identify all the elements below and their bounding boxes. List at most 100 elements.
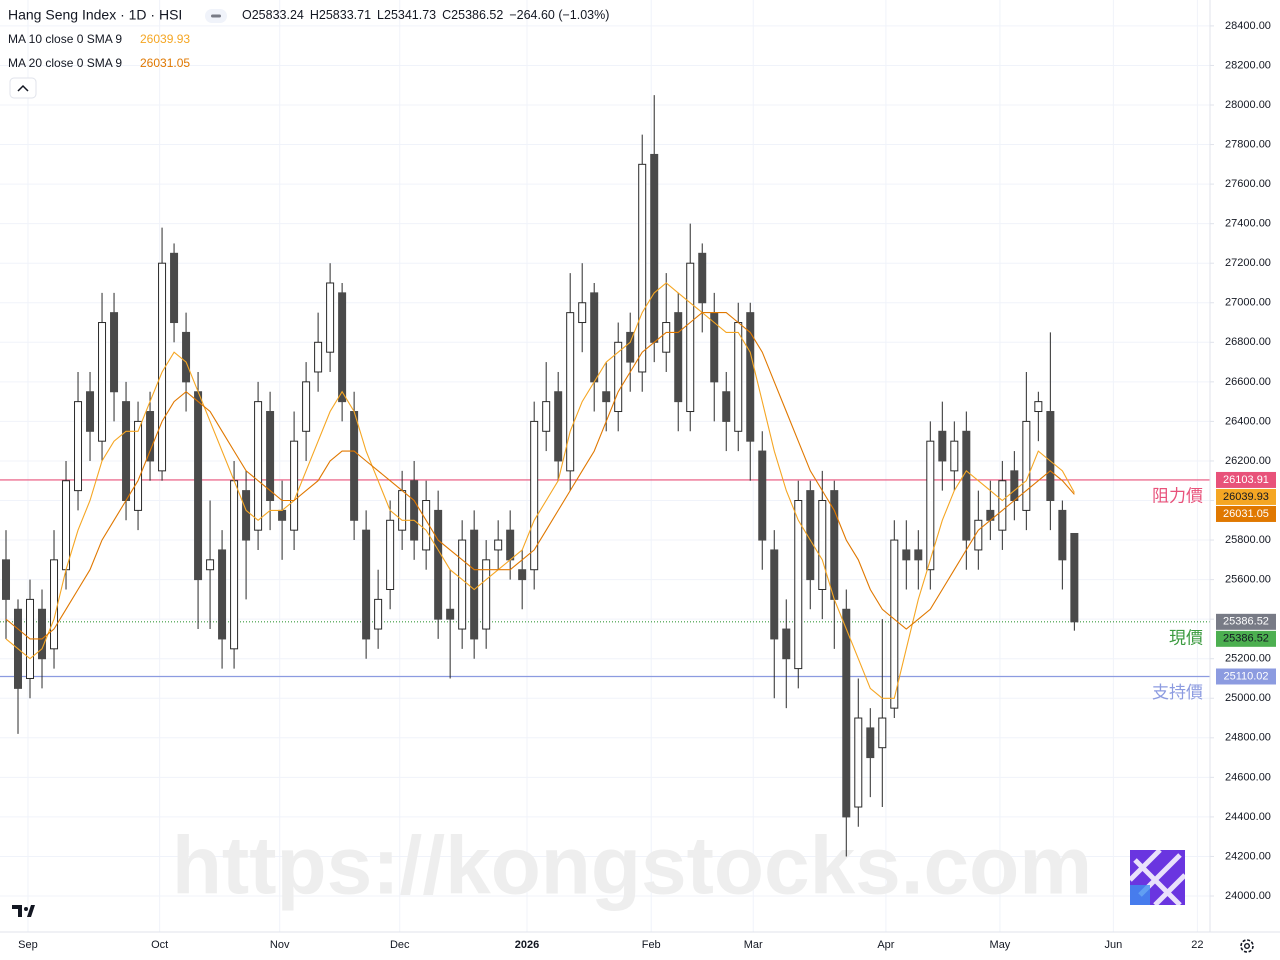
y-tick-label: 26400.00 xyxy=(1225,415,1271,427)
candle-body xyxy=(458,539,467,630)
y-tick-label: 28000.00 xyxy=(1225,99,1271,111)
price-box-label: 25386.52 xyxy=(1223,633,1269,645)
y-tick-label: 25600.00 xyxy=(1225,574,1271,586)
candle-body xyxy=(362,529,371,640)
y-tick-label: 26200.00 xyxy=(1225,455,1271,467)
legend-value: 26031.05 xyxy=(140,56,190,70)
tv-logo xyxy=(12,905,35,917)
candle-body xyxy=(302,381,311,432)
candle-body xyxy=(626,331,635,363)
x-tick-label: 2026 xyxy=(515,939,539,951)
candle-body xyxy=(554,391,563,462)
candle-body xyxy=(482,559,491,630)
candle-body xyxy=(266,411,275,502)
y-tick-label: 24000.00 xyxy=(1225,890,1271,902)
y-tick-label: 28200.00 xyxy=(1225,59,1271,71)
level-label: 支持價 xyxy=(1152,683,1203,702)
ohlc-value: 25833.71 xyxy=(319,8,371,22)
candle-body xyxy=(230,480,239,650)
candle-body xyxy=(962,430,971,541)
ohlc-value: 25341.73 xyxy=(384,8,436,22)
x-tick-label: 22 xyxy=(1191,939,1203,951)
candle-body xyxy=(902,549,911,561)
settings-button[interactable] xyxy=(1240,939,1254,953)
candle-body xyxy=(578,302,587,324)
candle-body xyxy=(818,500,827,590)
candle-body xyxy=(854,717,863,808)
candle-body xyxy=(1022,420,1031,511)
watermark: https://kongstocks.com xyxy=(172,821,1092,912)
price-box xyxy=(1216,488,1276,505)
candle-body xyxy=(338,292,347,403)
x-tick-label: Mar xyxy=(744,939,763,951)
x-tick-label: Dec xyxy=(390,939,410,951)
candle-body xyxy=(494,539,503,551)
price-box-label: 26039.93 xyxy=(1223,491,1269,503)
candle-body xyxy=(38,608,47,660)
y-tick-label: 27400.00 xyxy=(1225,218,1271,230)
y-tick-label: 25800.00 xyxy=(1225,534,1271,546)
candle-body xyxy=(98,322,107,442)
candle-body xyxy=(506,529,515,561)
candle-body xyxy=(2,559,11,600)
candle-body xyxy=(746,312,755,442)
ohlc-value: 25833.24 xyxy=(252,8,304,22)
candle-body xyxy=(170,252,179,324)
level-label: 現價 xyxy=(1169,628,1203,647)
collapse-icon xyxy=(17,84,29,92)
candle-body xyxy=(314,341,323,373)
ma-line xyxy=(5,282,1075,699)
price-box-label: 25110.02 xyxy=(1223,670,1268,682)
candle-body xyxy=(206,559,215,571)
y-tick-label: 25200.00 xyxy=(1225,653,1271,665)
candle-body xyxy=(1058,509,1067,561)
candle-body xyxy=(1070,532,1079,623)
candle-body xyxy=(794,500,803,670)
candle-body xyxy=(62,480,71,571)
y-tick-label: 27800.00 xyxy=(1225,138,1271,150)
price-box xyxy=(1216,613,1276,630)
candle-body xyxy=(938,430,947,462)
candle-body xyxy=(734,322,743,432)
x-tick-label: Feb xyxy=(642,939,661,951)
x-tick-label: Apr xyxy=(877,939,894,951)
candle-body xyxy=(254,401,263,531)
candle-body xyxy=(518,569,527,581)
candle-body xyxy=(410,480,419,541)
x-tick-label: Nov xyxy=(270,939,290,951)
x-tick-label: Jun xyxy=(1104,939,1122,951)
change-value: −264.60 (−1.03%) xyxy=(509,8,609,22)
candle-body xyxy=(770,549,779,640)
price-box xyxy=(1216,630,1276,647)
candle-body xyxy=(470,529,479,640)
candle-body xyxy=(74,401,83,492)
candle-body xyxy=(218,549,227,640)
candle-body xyxy=(662,322,671,353)
candle-body xyxy=(1010,470,1019,502)
ohlc-label: L xyxy=(377,8,384,22)
price-box xyxy=(1216,505,1276,522)
candle-body xyxy=(146,411,155,462)
y-tick-label: 27200.00 xyxy=(1225,257,1271,269)
candle-body xyxy=(866,727,875,759)
candle-body xyxy=(926,440,935,571)
y-tick-label: 25000.00 xyxy=(1225,692,1271,704)
candle-body xyxy=(914,549,923,561)
y-tick-label: 26600.00 xyxy=(1225,376,1271,388)
chart-title: Hang Seng Index · 1D · HSI xyxy=(8,7,182,23)
candle-body xyxy=(50,559,59,650)
ohlc-label: H xyxy=(310,8,319,22)
collapse-button[interactable] xyxy=(9,77,37,99)
candle-body xyxy=(326,282,335,353)
site-logo xyxy=(1128,848,1187,907)
candle-body xyxy=(542,401,551,432)
candle-body xyxy=(278,509,287,521)
x-tick-label: May xyxy=(990,939,1011,951)
candle-body xyxy=(194,391,203,581)
candle-body xyxy=(110,312,119,393)
legend-name: MA 20 close 0 SMA 9 xyxy=(8,56,122,70)
candle-body xyxy=(650,153,659,343)
y-tick-label: 27600.00 xyxy=(1225,178,1271,190)
candle-body xyxy=(590,292,599,383)
candle-body xyxy=(614,341,623,413)
